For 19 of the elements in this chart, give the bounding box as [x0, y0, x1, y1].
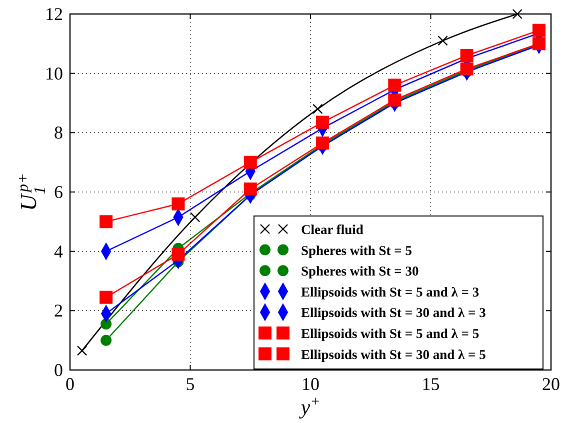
legend-label: Ellipsoids with St = 30 and λ = 5 [301, 346, 486, 362]
y-tick-label: 12 [45, 4, 63, 24]
legend-label: Clear fluid [301, 222, 364, 237]
legend-label: Ellipsoids with St = 5 and λ = 3 [301, 284, 480, 300]
legend-label: Spheres with St = 30 [301, 264, 419, 279]
x-tick-label: 15 [422, 374, 440, 394]
y-tick-label: 8 [54, 122, 63, 143]
y-tick-label: 6 [54, 182, 63, 202]
x-axis-title: y$^{+}$ [298, 394, 320, 419]
legend-label: Ellipsoids with St = 5 and λ = 5 [301, 326, 480, 341]
legend-label: Ellipsoids with St = 30 and λ = 3 [301, 305, 486, 320]
y-tick-label: 0 [54, 360, 63, 380]
y-tick-label: 2 [54, 300, 63, 321]
x-tick-label: 5 [186, 374, 195, 394]
x-tick-label: 10 [302, 374, 320, 394]
y-tick-label: 4 [54, 241, 63, 262]
y-tick-label: 10 [45, 63, 63, 84]
legend-label: Spheres with St = 5 [301, 242, 412, 258]
x-tick-label: 20 [542, 374, 560, 394]
